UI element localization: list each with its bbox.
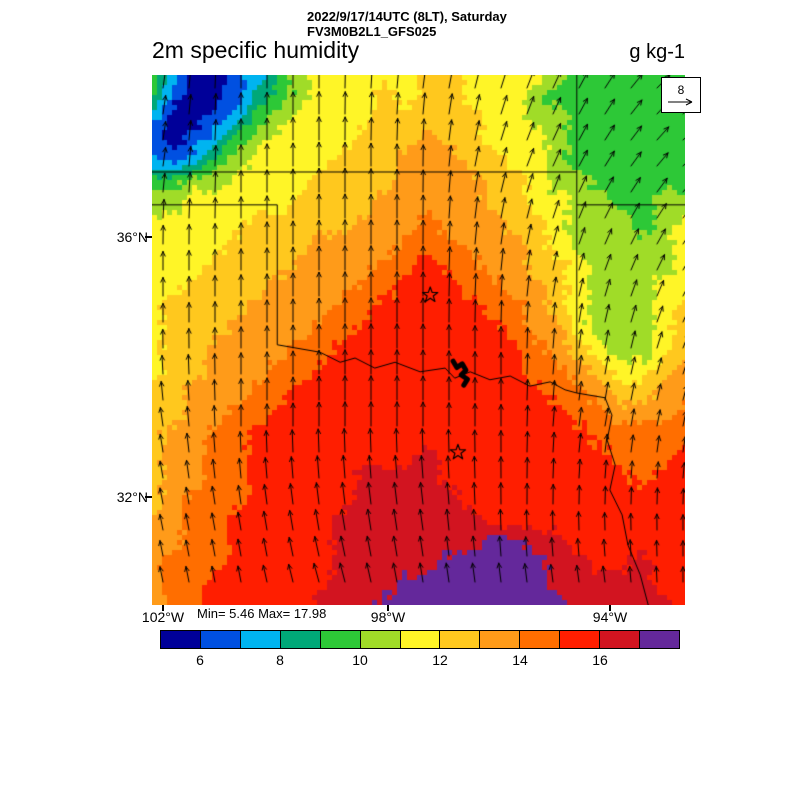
- units-label: g kg-1: [629, 41, 685, 63]
- lon-tick-102w: [162, 605, 164, 611]
- lon-tick-98w: [387, 605, 389, 611]
- colorbar-segment: [560, 631, 601, 648]
- colorbar-segment: [240, 631, 281, 648]
- colorbar-tick-label: 8: [276, 652, 284, 668]
- colorbar-segment: [640, 631, 679, 648]
- lat-label-32n: 32°N: [116, 489, 148, 505]
- wind-reference-arrow-icon: [668, 98, 693, 105]
- colorbar-ticks: 6 8 10 12 14 16: [160, 649, 680, 669]
- lon-label-98w: 98°W: [370, 609, 406, 625]
- colorbar-segment: [200, 631, 241, 648]
- colorbar-segment: [600, 631, 641, 648]
- lon-label-102w: 102°W: [141, 609, 185, 625]
- colorbar: [160, 630, 680, 649]
- valid-time-title: 2022/9/17/14UTC (8LT), Saturday: [307, 9, 507, 24]
- plot-header: 2022/9/17/14UTC (8LT), Saturday FV3M0B2L…: [307, 9, 507, 39]
- colorbar-segment: [161, 631, 201, 648]
- colorbar-tick-label: 10: [352, 652, 368, 668]
- minmax-label: Min= 5.46 Max= 17.98: [197, 606, 327, 621]
- lat-tick-32n: [145, 496, 152, 498]
- colorbar-wrap: 6 8 10 12 14 16: [160, 630, 680, 669]
- map-canvas: [152, 75, 685, 605]
- lat-label-36n: 36°N: [116, 229, 148, 245]
- colorbar-segment: [360, 631, 401, 648]
- colorbar-tick-label: 6: [196, 652, 204, 668]
- lon-label-94w: 94°W: [592, 609, 628, 625]
- wind-reference-value: 8: [677, 82, 685, 97]
- colorbar-segment: [400, 631, 441, 648]
- colorbar-segment: [520, 631, 561, 648]
- colorbar-segment: [280, 631, 321, 648]
- lat-tick-36n: [145, 236, 152, 238]
- lon-tick-94w: [609, 605, 611, 611]
- colorbar-segment: [480, 631, 521, 648]
- wind-reference-box: 8: [661, 77, 701, 113]
- model-title: FV3M0B2L1_GFS025: [307, 24, 437, 39]
- colorbar-segment: [320, 631, 361, 648]
- colorbar-tick-label: 16: [592, 652, 608, 668]
- colorbar-tick-label: 14: [512, 652, 528, 668]
- colorbar-tick-label: 12: [432, 652, 448, 668]
- variable-title: 2m specific humidity: [152, 37, 360, 63]
- colorbar-segment: [440, 631, 481, 648]
